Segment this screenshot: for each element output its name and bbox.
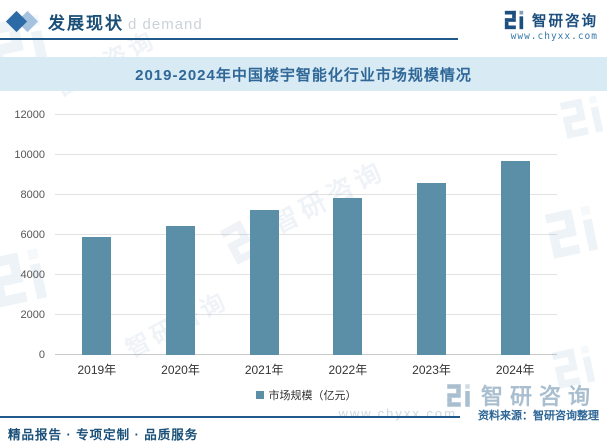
gridline [55, 114, 557, 115]
plot-gridlines [55, 114, 557, 355]
bar-column [306, 115, 390, 355]
x-axis: 2019年 2020年 2021年 2022年 2023年 2024年 [55, 361, 557, 378]
bar-2020年[interactable] [166, 226, 195, 355]
brand-url[interactable]: www.chyxx.com [510, 31, 598, 42]
gridline [55, 234, 557, 235]
footer-divider [0, 416, 460, 418]
legend-label: 市场规模（亿元） [268, 390, 357, 402]
gridline [55, 314, 557, 316]
y-axis-tick-label: 10000 [14, 149, 45, 161]
header-divider [0, 38, 458, 40]
brand-watermark-glyph [555, 91, 607, 148]
y-axis-tick-label: 4000 [20, 269, 45, 282]
bar-2023年[interactable] [417, 183, 447, 355]
x-axis-tick-label: 2020年 [161, 363, 200, 377]
bar-2024年[interactable] [500, 161, 530, 355]
x-axis-tick-label: 2023年 [412, 363, 451, 377]
y-axis-tick-label: 8000 [20, 189, 45, 202]
section-diamond-icon [5, 10, 44, 33]
bar-2022年[interactable] [333, 198, 363, 355]
demand-watermark-text: d demand [128, 16, 203, 33]
bar-column [390, 115, 474, 355]
x-axis-tick-label: 2019年 [77, 363, 117, 377]
brand-logo-text: 智研咨询 [532, 13, 598, 30]
brand-logo-icon [503, 9, 525, 31]
gridline [55, 154, 557, 155]
y-axis-tick-label: 2000 [20, 309, 45, 322]
y-axis-tick-label: 0 [38, 349, 45, 361]
chart-title-band: 2019-2024年中国楼宇智能化行业市场规模情况 [0, 57, 607, 91]
brand-logo[interactable]: 智研咨询 [503, 9, 598, 31]
bar-column [55, 115, 139, 355]
bar-column [222, 115, 306, 355]
legend: 市场规模（亿元） [55, 387, 557, 403]
bar-2021年[interactable] [249, 210, 279, 355]
chart-title: 2019-2024年中国楼宇智能化行业市场规模情况 [135, 66, 472, 84]
gridline [55, 274, 557, 276]
y-axis: 0 2000 4000 6000 8000 10000 12000 [0, 109, 49, 361]
x-axis-tick-label: 2021年 [244, 363, 284, 377]
source-note: 资料来源：智研咨询整理 [478, 410, 599, 422]
y-axis-tick-label: 6000 [20, 229, 45, 241]
legend-marker [255, 391, 264, 399]
bar-column [473, 115, 557, 355]
gridline [55, 194, 557, 196]
gridline [55, 354, 557, 355]
bar-column [139, 115, 223, 355]
footer-tagline: 精品报告 · 专项定制 · 品质服务 [8, 428, 199, 442]
url-watermark-text: www.chyxx.com [338, 406, 457, 421]
x-axis-tick-label: 2024年 [495, 363, 535, 377]
bars [55, 115, 557, 355]
x-axis-tick-label: 2022年 [328, 363, 368, 377]
section-title: 发展现状 [48, 14, 124, 33]
y-axis-tick-label: 12000 [14, 109, 45, 121]
bar-2019年[interactable] [82, 237, 112, 355]
